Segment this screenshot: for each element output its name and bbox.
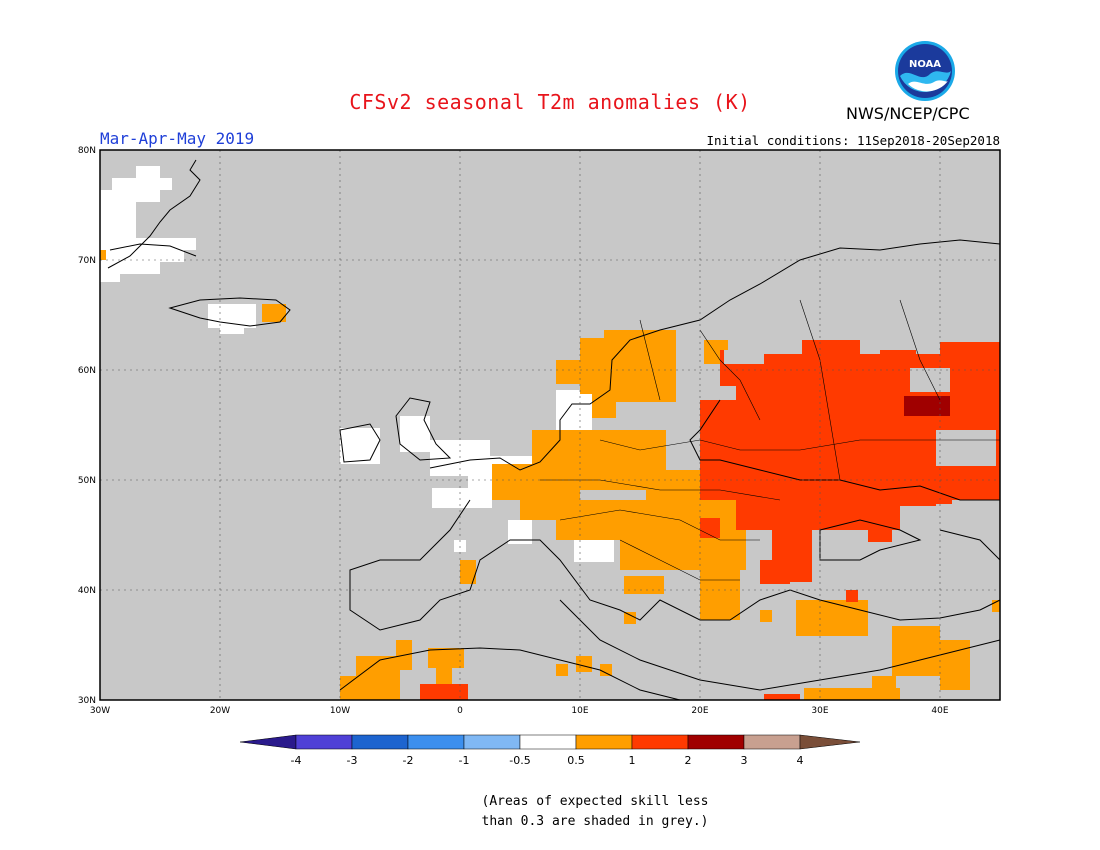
lon-tick-label: 20E bbox=[691, 706, 708, 716]
latitude-labels: 30N 40N 50N 60N 70N 80N bbox=[78, 146, 96, 706]
anomaly-red bbox=[420, 340, 1000, 700]
lon-tick-label: 10W bbox=[330, 706, 350, 716]
skill-note: (Areas of expected skill less than 0.3 a… bbox=[481, 794, 709, 829]
organization-label: NWS/NCEP/CPC bbox=[846, 104, 970, 123]
map-frame bbox=[99, 149, 1001, 701]
lat-tick-label: 30N bbox=[78, 696, 96, 706]
lat-tick-label: 60N bbox=[78, 366, 96, 376]
chart-title: CFSv2 seasonal T2m anomalies (K) bbox=[349, 90, 751, 114]
lon-tick-label: 30W bbox=[90, 706, 110, 716]
lon-tick-label: 30E bbox=[811, 706, 828, 716]
noaa-logo-icon: NOAA bbox=[895, 41, 955, 101]
coastlines bbox=[107, 159, 1001, 701]
lat-tick-label: 50N bbox=[78, 476, 96, 486]
grid-lines bbox=[100, 150, 1000, 700]
greenland-anomaly bbox=[100, 166, 196, 282]
anomaly-grey-holes bbox=[724, 350, 1000, 536]
lon-tick-label: 10E bbox=[571, 706, 588, 716]
season-label: Mar-Apr-May 2019 bbox=[100, 129, 255, 148]
lat-tick-label: 80N bbox=[78, 146, 96, 156]
lat-tick-label: 40N bbox=[78, 586, 96, 596]
anomaly-darkred bbox=[904, 396, 950, 416]
initial-conditions-label: Initial conditions: 11Sep2018-20Sep2018 bbox=[706, 133, 1001, 148]
svg-text:NOAA: NOAA bbox=[909, 59, 941, 70]
longitude-labels: 30W 20W 10W 0 10E 20E 30E 40E bbox=[90, 706, 949, 716]
lon-tick-label: 40E bbox=[931, 706, 948, 716]
lon-tick-label: 0 bbox=[457, 706, 463, 716]
lat-tick-label: 70N bbox=[78, 256, 96, 266]
lon-tick-label: 20W bbox=[210, 706, 230, 716]
